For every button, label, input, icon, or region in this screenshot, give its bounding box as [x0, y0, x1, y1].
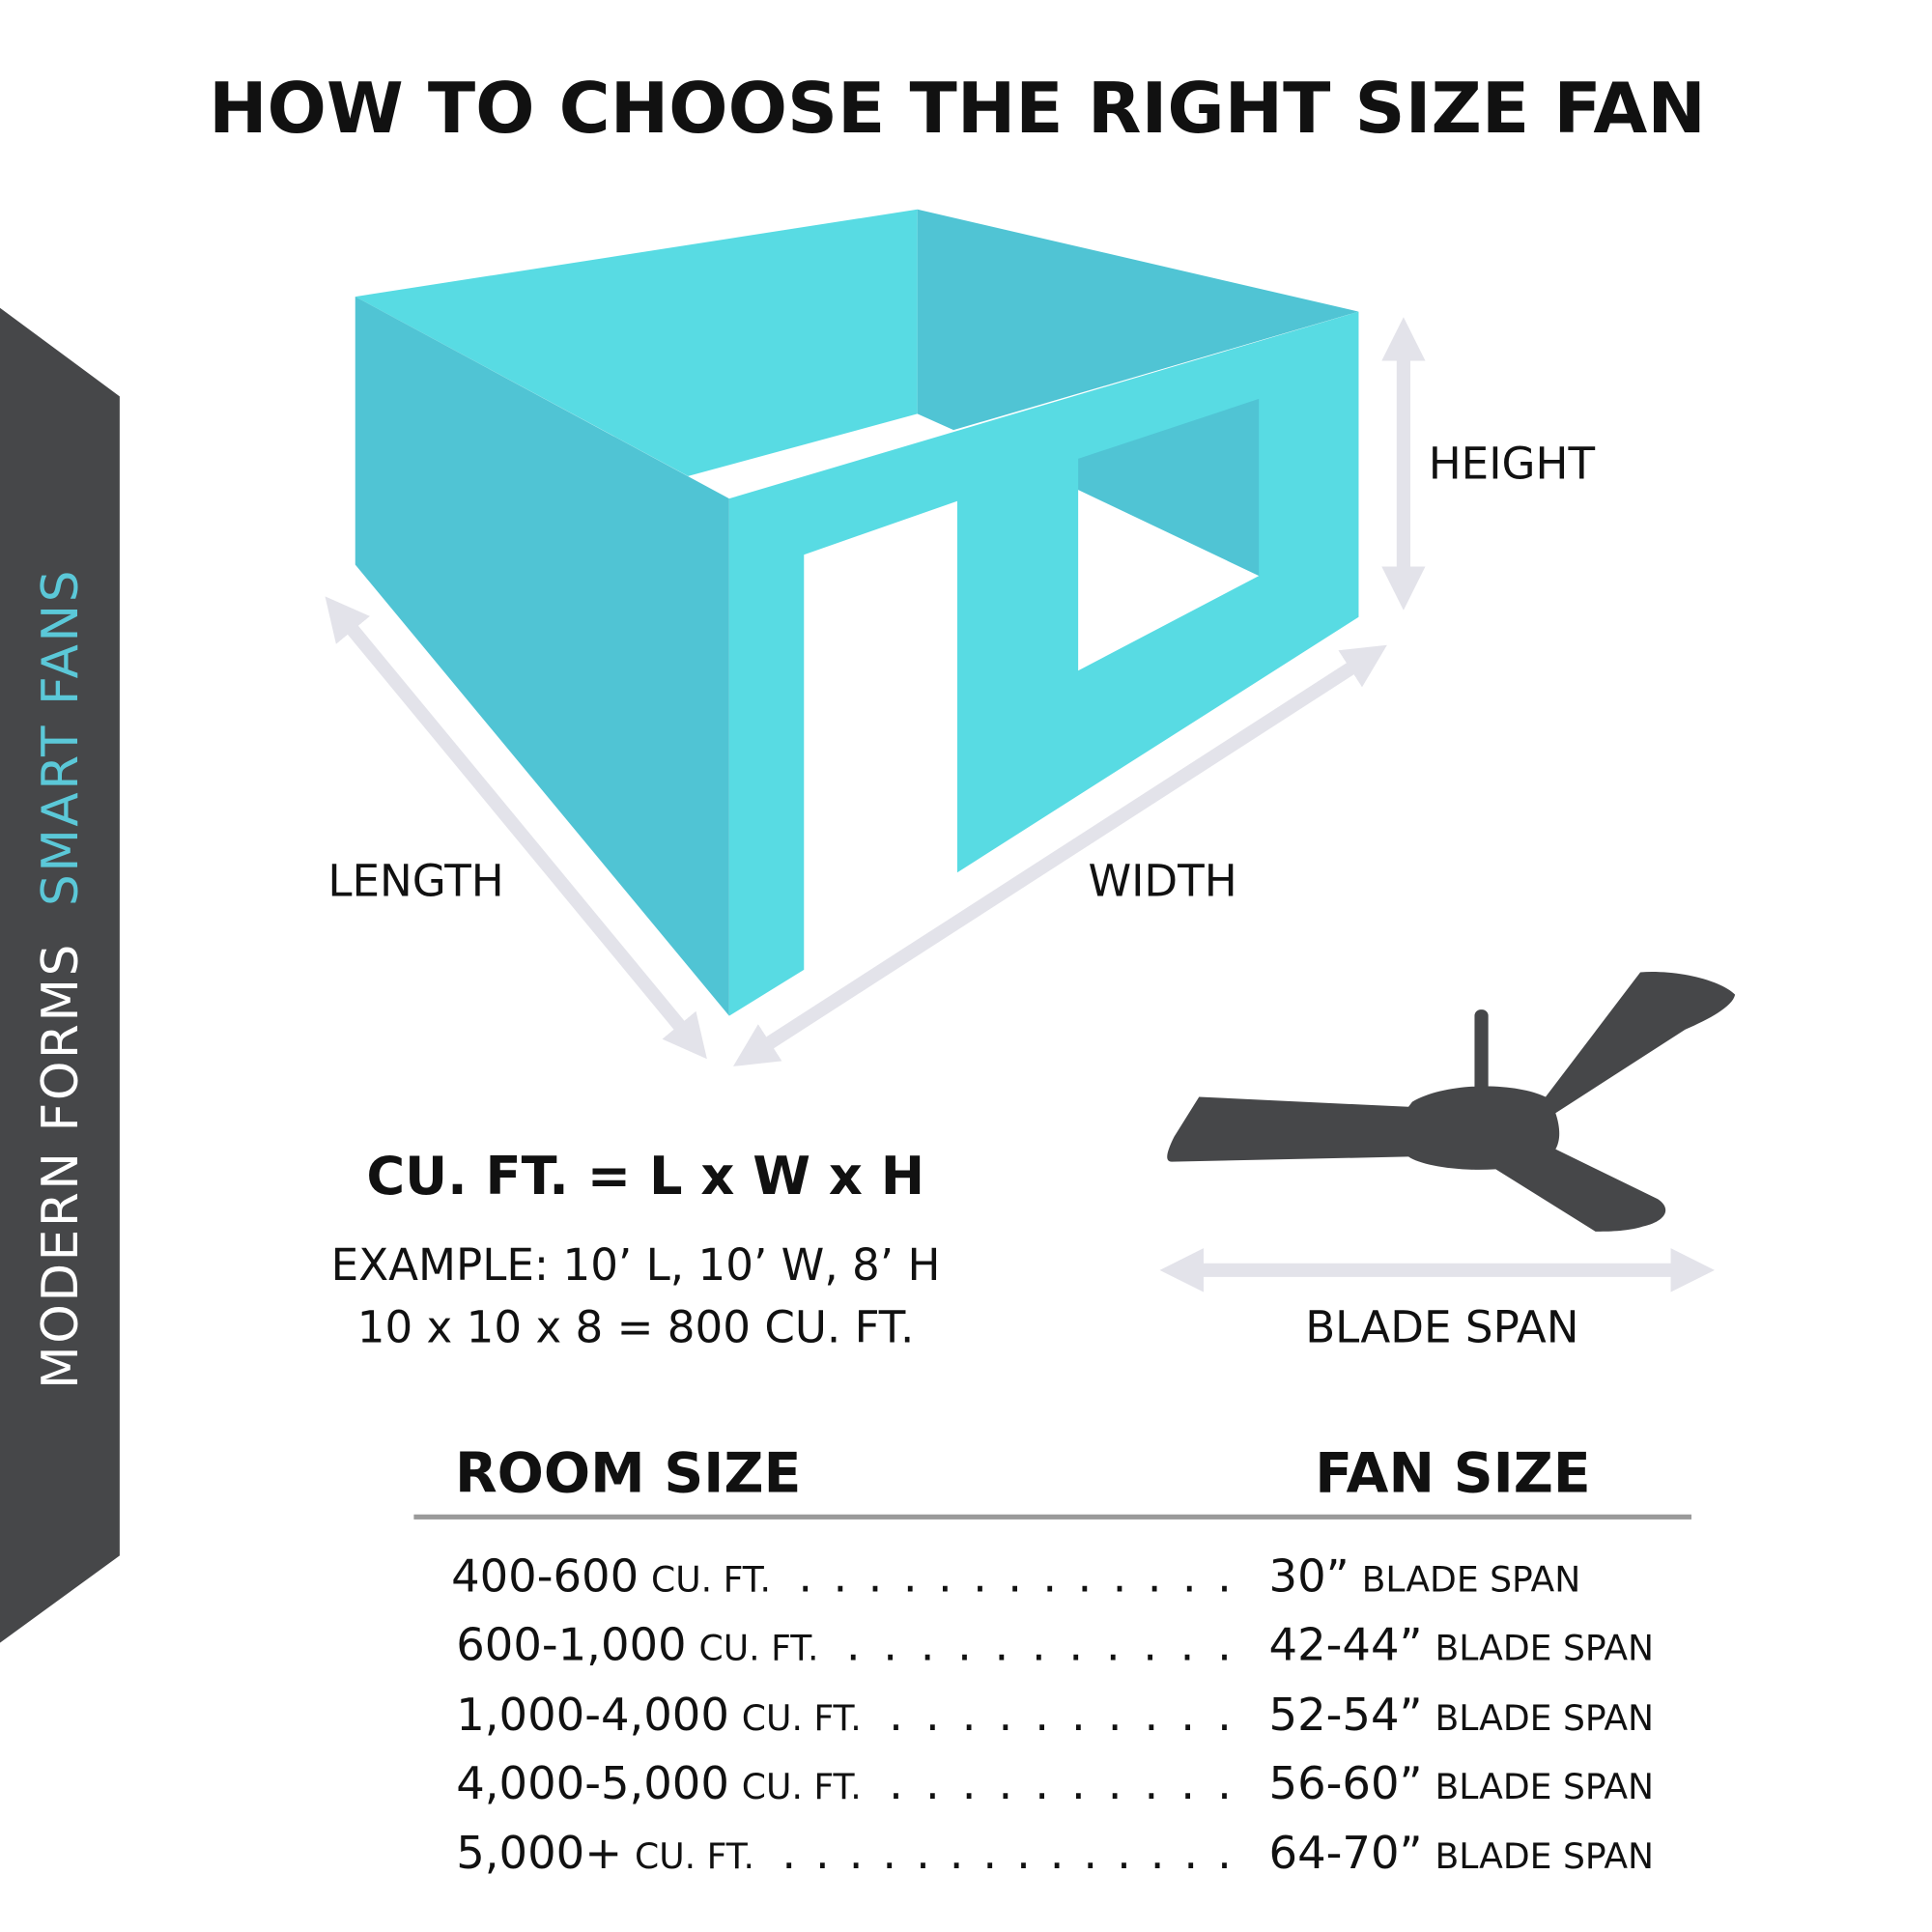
- leader-dots: . . . . . . . . . . . . .: [798, 1550, 1231, 1603]
- fan-size: 30” BLADE SPAN: [1269, 1550, 1581, 1603]
- table-row: 600-1,000 CU. FT. . . . . . . . . . . . 42-…: [456, 1619, 1654, 1671]
- svg-text:MODERN FORMS SMART FANS: MODERN FORMS SMART FANS: [32, 568, 90, 1389]
- room-size: 600-1,000 CU. FT.: [456, 1619, 818, 1671]
- width-label: WIDTH: [1088, 856, 1236, 907]
- ceiling-fan-icon: [1167, 972, 1736, 1232]
- window-opening: [1078, 490, 1260, 671]
- room-size: 5,000+ CU. FT.: [456, 1827, 754, 1879]
- back-left-wall: [355, 209, 918, 476]
- height-label: HEIGHT: [1429, 438, 1596, 489]
- side-banner: MODERN FORMS SMART FANS: [0, 307, 120, 1643]
- header-rule: [413, 1514, 1691, 1520]
- room-size: 4,000-5,000 CU. FT.: [456, 1757, 862, 1809]
- table-row: 1,000-4,000 CU. FT. . . . . . . . . . . 52-…: [456, 1689, 1654, 1741]
- formula-example-line2: 10 x 10 x 8 = 800 CU. FT.: [357, 1302, 915, 1353]
- width-arrow: [732, 644, 1387, 1066]
- length-label: LENGTH: [327, 856, 503, 907]
- header-room-size: ROOM SIZE: [455, 1442, 801, 1506]
- room-size: 1,000-4,000 CU. FT.: [456, 1689, 862, 1741]
- leader-dots: . . . . . . . . . .: [889, 1757, 1232, 1809]
- blade-span-label: BLADE SPAN: [1305, 1302, 1578, 1353]
- leader-dots: . . . . . . . . . . . . . .: [781, 1827, 1231, 1879]
- banner-product: SMART FANS: [32, 568, 90, 906]
- page-title: HOW TO CHOOSE THE RIGHT SIZE FAN: [209, 69, 1706, 150]
- table-row: 400-600 CU. FT. . . . . . . . . . . . . . 3…: [451, 1550, 1580, 1603]
- table-row: 5,000+ CU. FT. . . . . . . . . . . . . . .…: [456, 1827, 1654, 1879]
- table-row: 4,000-5,000 CU. FT. . . . . . . . . . . 56-…: [456, 1757, 1654, 1809]
- fan-size: 56-60” BLADE SPAN: [1269, 1757, 1655, 1809]
- back-right-wall: [917, 209, 1359, 431]
- length-arrow: [325, 596, 707, 1060]
- fan-size: 64-70” BLADE SPAN: [1269, 1827, 1655, 1879]
- window-interior: [1078, 398, 1260, 577]
- fan-size: 42-44” BLADE SPAN: [1269, 1619, 1655, 1671]
- room-size: 400-600 CU. FT.: [451, 1550, 771, 1603]
- size-table: ROOM SIZE FAN SIZE 400-600 CU. FT. . . . .…: [413, 1442, 1691, 1879]
- leader-dots: . . . . . . . . . .: [889, 1689, 1232, 1741]
- fan-size: 52-54” BLADE SPAN: [1269, 1689, 1655, 1741]
- banner-brand: MODERN FORMS: [32, 942, 90, 1389]
- formula-example-line1: EXAMPLE: 10’ L, 10’ W, 8’ H: [331, 1239, 941, 1291]
- leader-dots: . . . . . . . . . . .: [846, 1619, 1232, 1671]
- header-fan-size: FAN SIZE: [1315, 1442, 1590, 1506]
- formula-equation: CU. FT. = L x W x H: [366, 1146, 924, 1207]
